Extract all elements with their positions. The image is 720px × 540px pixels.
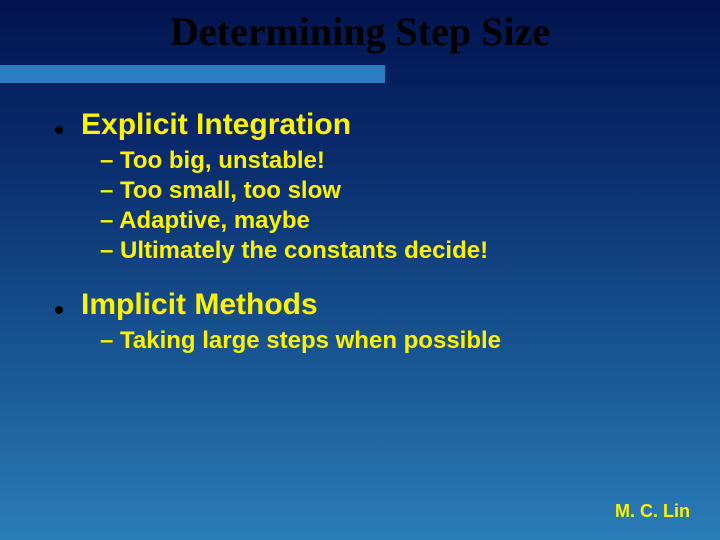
sub-item: – Too small, too slow (100, 176, 680, 206)
sub-list: – Too big, unstable! – Too small, too sl… (100, 146, 680, 266)
bullet-dot-icon (55, 126, 63, 134)
bullet-item: Implicit Methods (55, 288, 680, 322)
sub-item: – Adaptive, maybe (100, 206, 680, 236)
sub-item: – Too big, unstable! (100, 146, 680, 176)
bullet-item: Explicit Integration (55, 108, 680, 142)
title-underline (0, 65, 385, 83)
bullet-label: Explicit Integration (81, 108, 351, 142)
slide-title: Determining Step Size (0, 8, 720, 55)
sub-item: – Taking large steps when possible (100, 326, 680, 356)
slide: Determining Step Size Explicit Integrati… (0, 0, 720, 540)
sub-item: – Ultimately the constants decide! (100, 236, 680, 266)
footer-author: M. C. Lin (615, 501, 690, 522)
bullet-label: Implicit Methods (81, 288, 318, 322)
sub-list: – Taking large steps when possible (100, 326, 680, 356)
content-area: Explicit Integration – Too big, unstable… (55, 100, 680, 378)
bullet-dot-icon (55, 306, 63, 314)
